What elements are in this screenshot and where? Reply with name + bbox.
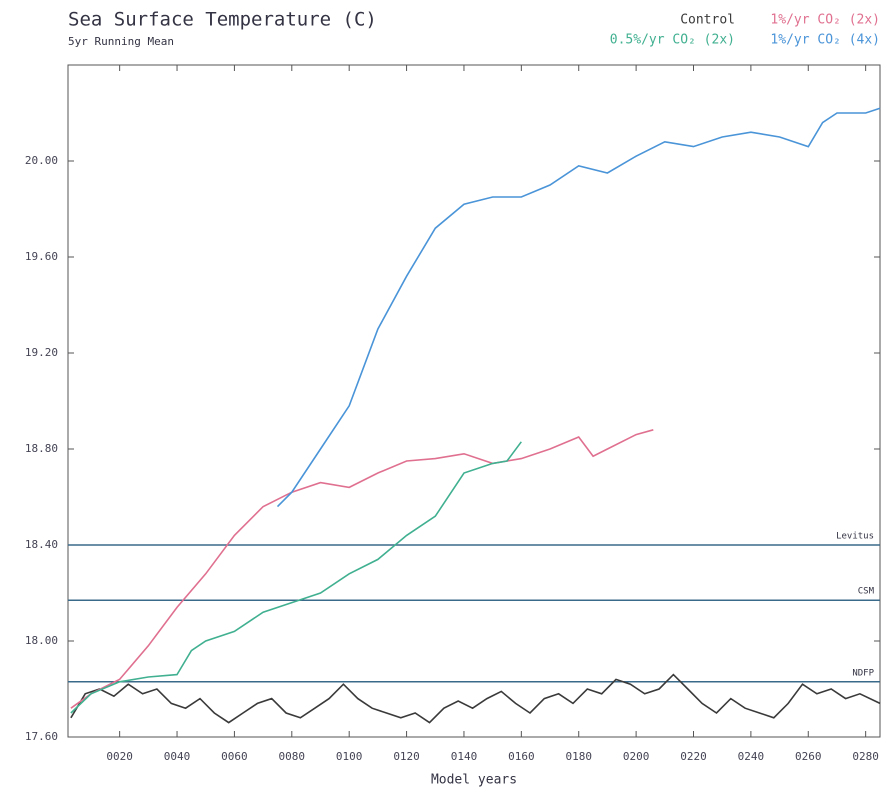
- legend-label: Control: [680, 13, 735, 28]
- chart-subtitle: 5yr Running Mean: [68, 35, 174, 48]
- x-tick-label: 0100: [336, 750, 363, 763]
- x-tick-label: 0020: [106, 750, 133, 763]
- x-tick-label: 0060: [221, 750, 248, 763]
- legend-label: 1%/yr CO₂ (4x): [770, 33, 880, 48]
- x-tick-label: 0260: [795, 750, 822, 763]
- x-tick-label: 0280: [852, 750, 879, 763]
- series-line: [70, 429, 654, 709]
- y-tick-label: 18.40: [25, 538, 58, 551]
- reference-label: CSM: [858, 587, 875, 597]
- series-line: [70, 673, 881, 724]
- x-tick-label: 0220: [680, 750, 707, 763]
- y-tick-label: 19.60: [25, 250, 58, 263]
- x-tick-label: 0180: [565, 750, 592, 763]
- x-tick-label: 0240: [738, 750, 765, 763]
- y-tick-label: 20.00: [25, 154, 58, 167]
- series-line: [70, 441, 522, 714]
- reference-label: NDFP: [852, 668, 874, 678]
- x-tick-label: 0140: [451, 750, 478, 763]
- y-tick-label: 17.60: [25, 730, 58, 743]
- x-tick-label: 0040: [164, 750, 191, 763]
- reference-label: Levitus: [836, 532, 874, 542]
- y-tick-label: 19.20: [25, 346, 58, 359]
- chart-title: Sea Surface Temperature (C): [68, 9, 377, 31]
- legend-label: 1%/yr CO₂ (2x): [770, 13, 880, 28]
- x-axis-label: Model years: [431, 773, 517, 788]
- y-tick-label: 18.00: [25, 634, 58, 647]
- x-tick-label: 0160: [508, 750, 535, 763]
- x-tick-label: 0200: [623, 750, 650, 763]
- y-tick-label: 18.80: [25, 442, 58, 455]
- legend-label: 0.5%/yr CO₂ (2x): [610, 33, 735, 48]
- x-tick-label: 0080: [279, 750, 306, 763]
- x-tick-label: 0120: [393, 750, 420, 763]
- series-line: [276, 107, 881, 508]
- plot-frame: [67, 64, 881, 738]
